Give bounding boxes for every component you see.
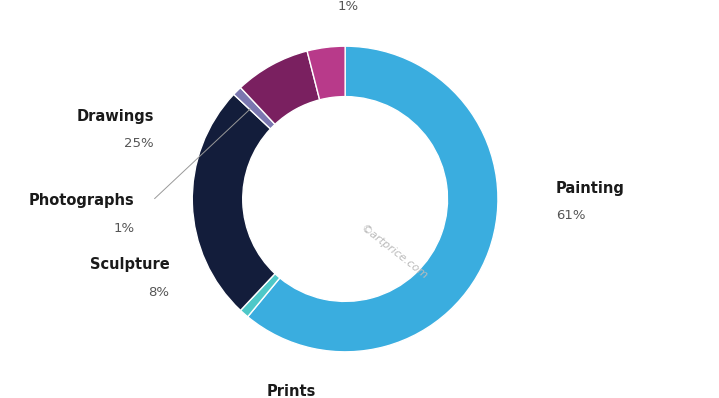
Text: Drawings: Drawings <box>77 109 154 124</box>
Wedge shape <box>240 274 280 317</box>
Wedge shape <box>307 46 345 100</box>
Text: Photographs: Photographs <box>29 193 134 208</box>
Wedge shape <box>248 46 498 352</box>
Text: 8%: 8% <box>148 286 170 299</box>
Text: Sculpture: Sculpture <box>90 257 170 272</box>
Text: 1%: 1% <box>113 222 134 234</box>
Text: Painting: Painting <box>556 181 625 196</box>
Wedge shape <box>192 94 275 310</box>
Text: ©artprice.com: ©artprice.com <box>359 223 429 282</box>
Text: 1%: 1% <box>338 0 359 13</box>
Wedge shape <box>234 88 275 129</box>
Wedge shape <box>240 51 320 124</box>
Text: 61%: 61% <box>556 209 585 222</box>
Text: 25%: 25% <box>124 137 154 150</box>
Text: Prints: Prints <box>267 384 316 398</box>
